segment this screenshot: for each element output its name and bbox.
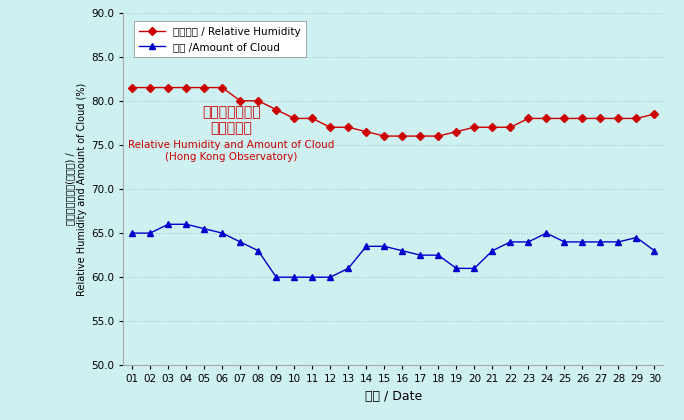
雲量 /Amount of Cloud — [596, 239, 605, 244]
相對湿度 / Relative Humidity — [344, 125, 352, 130]
相對湿度 / Relative Humidity — [326, 125, 334, 130]
雲量 /Amount of Cloud — [470, 266, 478, 271]
雲量 /Amount of Cloud — [200, 226, 208, 231]
雲量 /Amount of Cloud — [254, 248, 262, 253]
雲量 /Amount of Cloud — [416, 253, 424, 258]
雲量 /Amount of Cloud — [326, 275, 334, 280]
相對湿度 / Relative Humidity — [146, 85, 154, 90]
雲量 /Amount of Cloud — [290, 275, 298, 280]
Line: 相對湿度 / Relative Humidity: 相對湿度 / Relative Humidity — [129, 85, 657, 139]
相對湿度 / Relative Humidity — [650, 111, 659, 116]
雲量 /Amount of Cloud — [632, 235, 640, 240]
相對湿度 / Relative Humidity — [128, 85, 136, 90]
相對湿度 / Relative Humidity — [290, 116, 298, 121]
相對湿度 / Relative Humidity — [200, 85, 208, 90]
相對湿度 / Relative Humidity — [614, 116, 622, 121]
Text: Relative Humidity and Amount of Cloud
(Hong Kong Observatory): Relative Humidity and Amount of Cloud (H… — [128, 141, 334, 162]
相對湿度 / Relative Humidity — [308, 116, 316, 121]
相對湿度 / Relative Humidity — [434, 134, 443, 139]
相對湿度 / Relative Humidity — [416, 134, 424, 139]
相對湿度 / Relative Humidity — [542, 116, 551, 121]
雲量 /Amount of Cloud — [272, 275, 280, 280]
雲量 /Amount of Cloud — [488, 248, 497, 253]
雲量 /Amount of Cloud — [542, 231, 551, 236]
Text: 相對湿度及雲量
（天文台）: 相對湿度及雲量 （天文台） — [202, 105, 261, 135]
相對湿度 / Relative Humidity — [236, 98, 244, 103]
雲量 /Amount of Cloud — [506, 239, 514, 244]
相對湿度 / Relative Humidity — [363, 129, 371, 134]
雲量 /Amount of Cloud — [380, 244, 389, 249]
相對湿度 / Relative Humidity — [182, 85, 190, 90]
雲量 /Amount of Cloud — [164, 222, 172, 227]
雲量 /Amount of Cloud — [524, 239, 532, 244]
相對湿度 / Relative Humidity — [488, 125, 497, 130]
雲量 /Amount of Cloud — [398, 248, 406, 253]
雲量 /Amount of Cloud — [146, 231, 154, 236]
雲量 /Amount of Cloud — [560, 239, 568, 244]
雲量 /Amount of Cloud — [236, 239, 244, 244]
Legend: 相對湿度 / Relative Humidity, 雲量 /Amount of Cloud: 相對湿度 / Relative Humidity, 雲量 /Amount of … — [134, 21, 306, 58]
雲量 /Amount of Cloud — [579, 239, 587, 244]
雲量 /Amount of Cloud — [128, 231, 136, 236]
相對湿度 / Relative Humidity — [470, 125, 478, 130]
相對湿度 / Relative Humidity — [164, 85, 172, 90]
Y-axis label: 相對湿度及雲量(百分比) /
Relative Humidity and Amount of Cloud (%): 相對湿度及雲量(百分比) / Relative Humidity and Amo… — [65, 82, 87, 296]
雲量 /Amount of Cloud — [614, 239, 622, 244]
相對湿度 / Relative Humidity — [596, 116, 605, 121]
雲量 /Amount of Cloud — [363, 244, 371, 249]
相對湿度 / Relative Humidity — [579, 116, 587, 121]
相對湿度 / Relative Humidity — [524, 116, 532, 121]
相對湿度 / Relative Humidity — [506, 125, 514, 130]
相對湿度 / Relative Humidity — [560, 116, 568, 121]
相對湿度 / Relative Humidity — [254, 98, 262, 103]
相對湿度 / Relative Humidity — [218, 85, 226, 90]
X-axis label: 日期 / Date: 日期 / Date — [365, 390, 422, 403]
雲量 /Amount of Cloud — [650, 248, 659, 253]
相對湿度 / Relative Humidity — [272, 107, 280, 112]
雲量 /Amount of Cloud — [308, 275, 316, 280]
相對湿度 / Relative Humidity — [632, 116, 640, 121]
雲量 /Amount of Cloud — [218, 231, 226, 236]
雲量 /Amount of Cloud — [344, 266, 352, 271]
雲量 /Amount of Cloud — [434, 253, 443, 258]
雲量 /Amount of Cloud — [182, 222, 190, 227]
相對湿度 / Relative Humidity — [380, 134, 389, 139]
Line: 雲量 /Amount of Cloud: 雲量 /Amount of Cloud — [129, 221, 658, 281]
相對湿度 / Relative Humidity — [398, 134, 406, 139]
雲量 /Amount of Cloud — [452, 266, 460, 271]
相對湿度 / Relative Humidity — [452, 129, 460, 134]
